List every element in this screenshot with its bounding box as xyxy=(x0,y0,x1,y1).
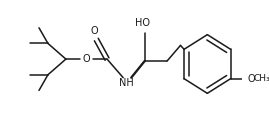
Text: CH₃: CH₃ xyxy=(254,74,269,83)
Text: O: O xyxy=(247,74,255,84)
Text: HO: HO xyxy=(135,18,150,28)
Text: O: O xyxy=(91,26,98,36)
Text: NH: NH xyxy=(119,78,134,88)
Text: O: O xyxy=(83,54,90,64)
